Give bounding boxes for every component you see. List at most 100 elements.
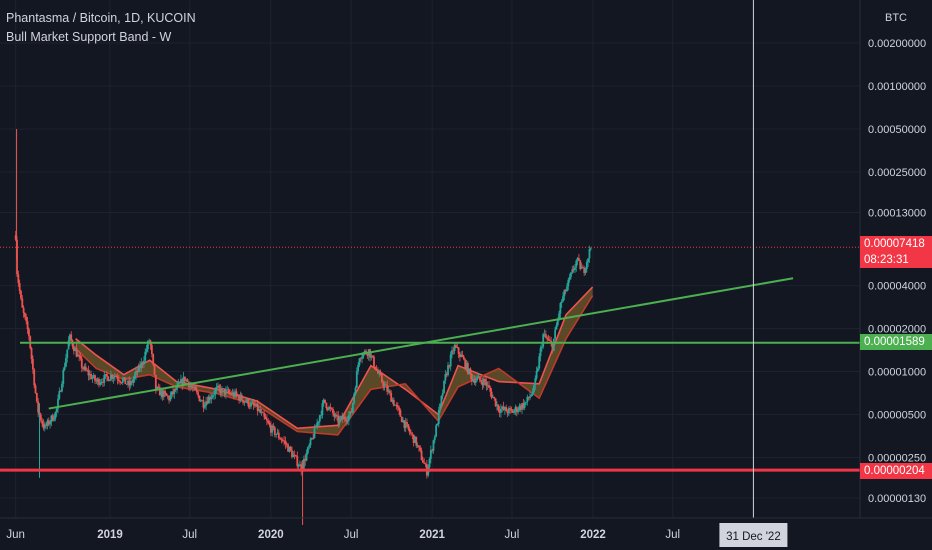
candle-body: [162, 390, 165, 398]
candle-body: [251, 402, 254, 404]
candle-body: [489, 387, 492, 392]
indicator-label[interactable]: Bull Market Support Band - W: [6, 30, 172, 44]
candle-body: [283, 440, 285, 442]
candle-body: [429, 450, 432, 459]
countdown-label: 08:23:31: [860, 252, 932, 268]
candle-body: [359, 358, 362, 360]
candle-body: [145, 349, 148, 352]
candle-body: [223, 388, 226, 395]
candle-body: [51, 415, 54, 421]
candle-body: [107, 376, 110, 382]
candle-body: [498, 410, 501, 413]
candle-body: [337, 415, 340, 424]
candle-body: [213, 394, 215, 396]
candle-body: [394, 404, 397, 406]
candle-body: [53, 418, 55, 421]
candle-body: [313, 427, 316, 439]
symbol-title[interactable]: Phantasma / Bitcoin, 1D, KUCOIN: [6, 11, 196, 25]
candle-body: [567, 279, 570, 287]
candle-body: [72, 346, 75, 352]
candle-body: [31, 358, 34, 370]
candle-body: [211, 395, 214, 398]
candle-body: [186, 379, 189, 382]
candle-body: [47, 420, 50, 425]
candle-body: [543, 334, 546, 335]
candle-body: [340, 416, 342, 419]
candle-body: [263, 413, 266, 417]
x-tick-label: Jul: [665, 529, 680, 541]
candle-body: [91, 377, 94, 380]
candle-body: [88, 373, 91, 376]
candle-body: [102, 381, 104, 383]
candle-body: [33, 369, 36, 386]
candle-body: [509, 408, 512, 410]
candle-body: [468, 368, 471, 374]
candle-body: [176, 385, 178, 390]
candle-body: [473, 379, 476, 383]
candle-body: [125, 384, 128, 385]
candle-body: [320, 415, 322, 416]
candle-body: [193, 386, 196, 388]
price-axis[interactable]: 0.00200000 0.00100000 0.00050000 0.00025000…: [868, 38, 926, 505]
y-tick-label: 0.00100000: [868, 81, 926, 93]
candle-body: [576, 258, 579, 261]
candle-body: [54, 412, 57, 419]
candle-body: [50, 415, 53, 422]
time-axis[interactable]: Jun 2019 Jul 2020 Jul 2021 Jul 2022 Jul: [6, 529, 680, 541]
candle-body: [227, 389, 230, 393]
candle-body: [219, 388, 222, 394]
candle-body: [382, 381, 385, 387]
candle-body: [407, 424, 410, 430]
candle-body: [388, 390, 391, 393]
candle-body: [143, 360, 145, 365]
candle-body: [79, 356, 82, 359]
candle-body: [42, 423, 45, 429]
candle-body: [256, 403, 259, 411]
plot-area: [0, 0, 860, 518]
support-band-lower: [75, 295, 594, 436]
candle-body: [575, 260, 578, 268]
candle-body: [139, 365, 141, 369]
candle-body: [584, 269, 587, 273]
candle-body: [571, 269, 574, 273]
candle-body: [205, 401, 207, 406]
candle-body: [577, 258, 580, 261]
candle-body: [180, 379, 182, 383]
candle-body: [518, 405, 521, 411]
candle-body: [460, 354, 463, 358]
candle-body: [92, 375, 95, 378]
candle-body: [455, 345, 457, 348]
candle-body: [240, 394, 243, 401]
candle-body: [203, 405, 206, 408]
candle-body: [400, 416, 403, 423]
candle-body: [333, 413, 336, 417]
candle-body: [262, 412, 264, 414]
candle-body: [526, 396, 529, 402]
candle-body: [350, 411, 353, 413]
candle-body: [131, 381, 133, 383]
candle-body: [537, 368, 539, 372]
candle-body: [268, 422, 271, 426]
candle-body: [221, 388, 223, 394]
candle-body: [104, 374, 107, 375]
candle-body: [336, 414, 338, 416]
candle-body: [499, 408, 502, 413]
candle-body: [136, 370, 139, 373]
candle-body: [225, 389, 227, 395]
candle-body: [588, 249, 591, 259]
candle-body: [496, 404, 498, 407]
candle-body: [484, 378, 486, 382]
candle-body: [215, 387, 218, 390]
y-tick-label: 0.00001000: [868, 367, 926, 379]
candle-body: [265, 419, 268, 421]
candle-body: [486, 385, 489, 386]
candle-body: [402, 420, 404, 423]
candle-body: [160, 390, 163, 396]
candle-body: [275, 434, 278, 436]
candle-body: [452, 350, 455, 352]
candle-body: [267, 420, 270, 423]
candle-body: [321, 403, 324, 416]
candle-body: [17, 274, 20, 284]
candle-body: [470, 374, 473, 382]
